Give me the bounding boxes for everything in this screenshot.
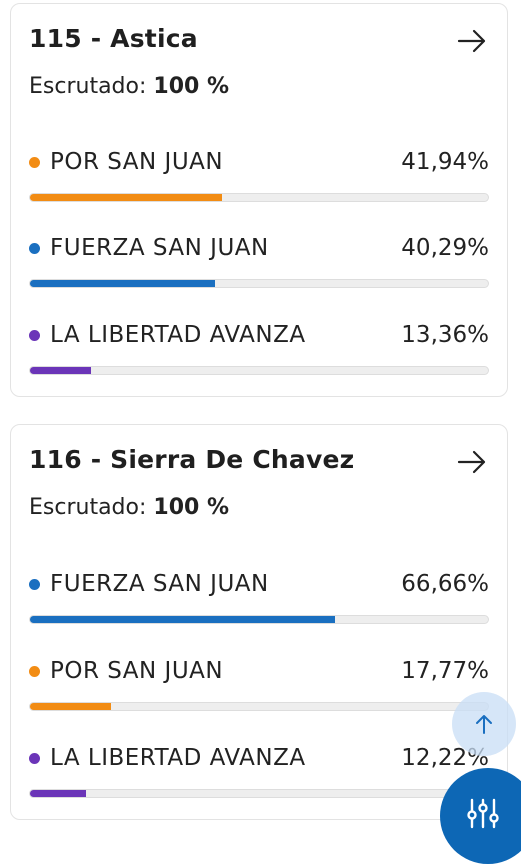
party-name: POR SAN JUAN <box>50 658 224 684</box>
scrutiny-value: 100 % <box>153 74 230 99</box>
party-progress-bar <box>29 279 489 288</box>
party-percent: 17,77% <box>401 658 489 684</box>
party-percent: 40,29% <box>401 235 489 261</box>
party-name: FUERZA SAN JUAN <box>50 571 269 597</box>
party-row: FUERZA SAN JUAN 40,29% <box>29 235 489 291</box>
party-color-dot <box>29 665 40 677</box>
party-percent: 41,94% <box>401 149 489 175</box>
arrow-up-icon <box>476 715 492 734</box>
party-name: LA LIBERTAD AVANZA <box>50 745 306 771</box>
district-card: 115 - Astica Escrutado: 100 % POR SAN JU… <box>10 3 508 397</box>
party-progress-fill <box>30 280 215 287</box>
party-progress-bar <box>29 366 489 375</box>
scrutiny-label: Escrutado: <box>29 495 147 520</box>
party-progress-fill <box>30 790 86 797</box>
scrutiny-status: Escrutado: 100 % <box>29 74 229 99</box>
party-progress-fill <box>30 616 336 623</box>
party-name: LA LIBERTAD AVANZA <box>50 322 306 348</box>
filter-button[interactable] <box>440 768 521 864</box>
scrutiny-status: Escrutado: 100 % <box>29 495 229 520</box>
card-title: 115 - Astica <box>29 24 198 53</box>
party-row: FUERZA SAN JUAN 66,66% <box>29 571 489 627</box>
scroll-to-top-button[interactable] <box>452 692 516 756</box>
scrutiny-value: 100 % <box>153 495 230 520</box>
arrow-right-icon <box>457 29 486 53</box>
party-progress-bar <box>29 193 489 202</box>
party-row: LA LIBERTAD AVANZA 13,36% <box>29 322 489 378</box>
open-district-button[interactable] <box>455 24 489 58</box>
party-name: FUERZA SAN JUAN <box>50 235 269 261</box>
scrutiny-label: Escrutado: <box>29 74 147 99</box>
party-progress-fill <box>30 367 92 374</box>
party-color-dot <box>29 242 40 254</box>
open-district-button[interactable] <box>455 445 489 479</box>
party-row: POR SAN JUAN 17,77% <box>29 658 489 714</box>
district-card: 116 - Sierra De Chavez Escrutado: 100 % … <box>10 424 508 820</box>
party-progress-bar <box>29 789 489 798</box>
party-progress-bar <box>29 615 489 624</box>
card-title: 116 - Sierra De Chavez <box>29 445 355 474</box>
arrow-right-icon <box>457 450 486 474</box>
party-color-dot <box>29 156 40 168</box>
party-row: POR SAN JUAN 41,94% <box>29 149 489 205</box>
party-row: LA LIBERTAD AVANZA 12,22% <box>29 745 489 801</box>
party-progress-bar <box>29 702 489 711</box>
party-progress-fill <box>30 194 223 201</box>
party-name: POR SAN JUAN <box>50 149 224 175</box>
party-color-dot <box>29 578 40 590</box>
party-color-dot <box>29 752 40 764</box>
party-percent: 66,66% <box>401 571 489 597</box>
party-progress-fill <box>30 703 112 710</box>
party-color-dot <box>29 329 40 341</box>
party-percent: 13,36% <box>401 322 489 348</box>
sliders-icon <box>467 798 499 829</box>
